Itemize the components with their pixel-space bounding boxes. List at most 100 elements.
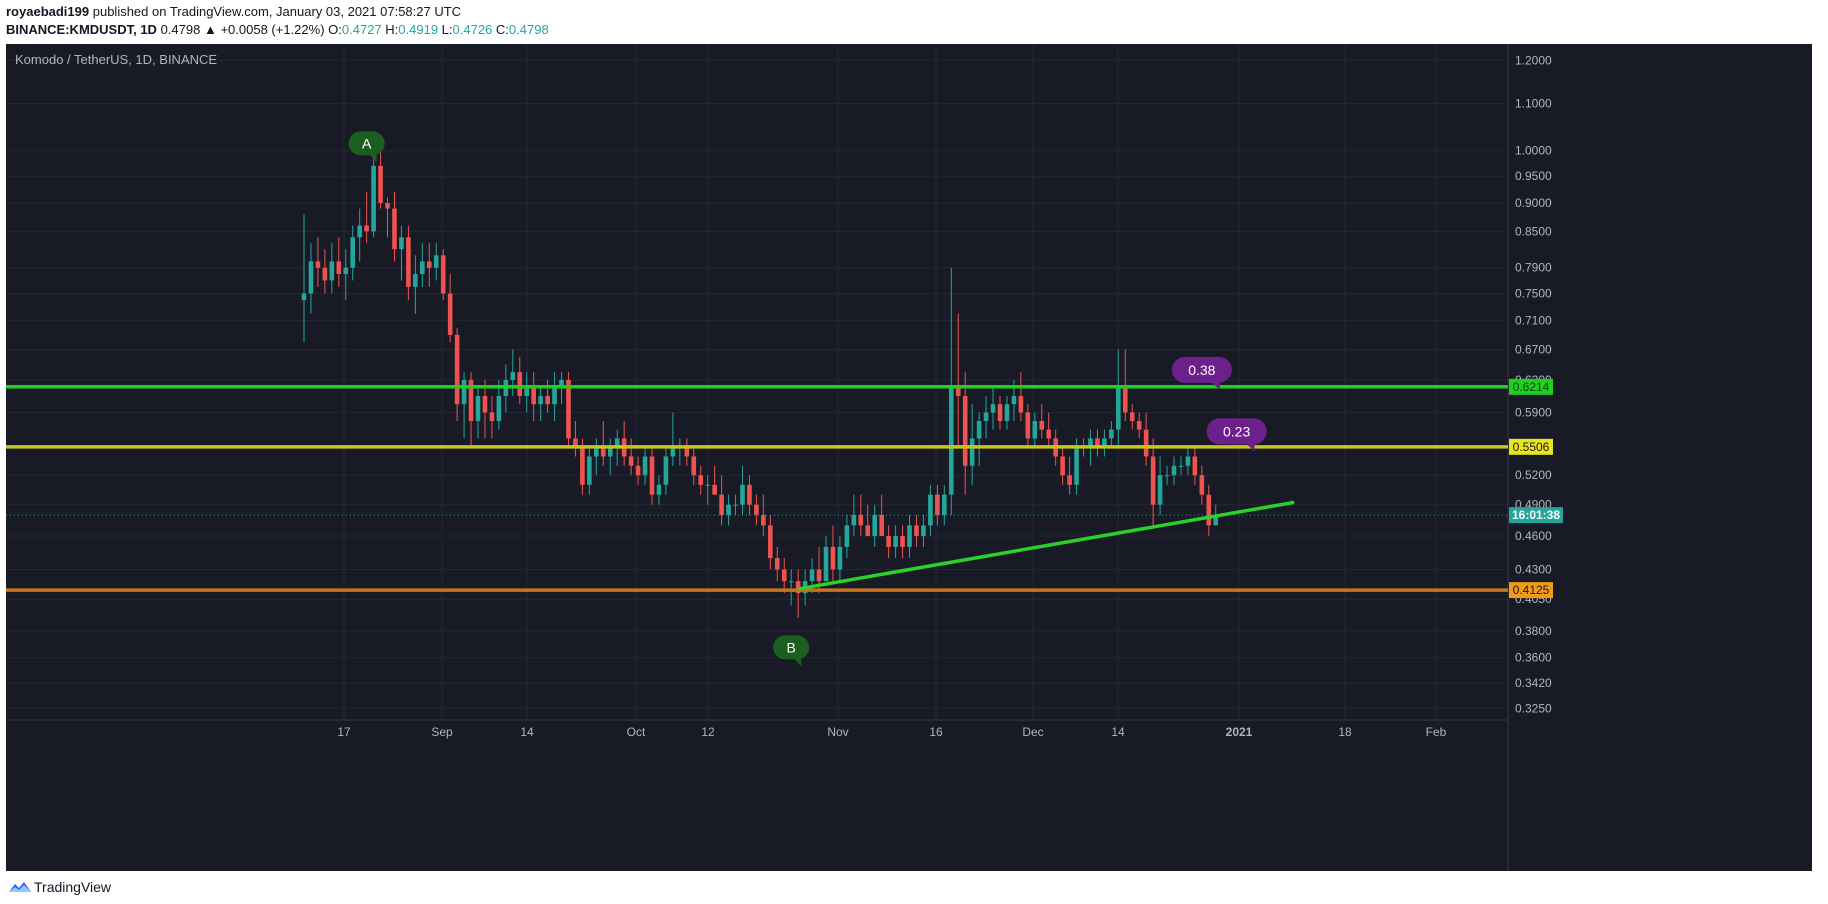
candle-body — [440, 255, 446, 294]
candle — [754, 494, 759, 526]
candle-body — [914, 525, 919, 537]
candle — [538, 387, 543, 422]
callout-pointer — [1244, 440, 1255, 452]
candle-body — [942, 494, 947, 515]
candle — [649, 447, 655, 505]
tradingview-logo-icon[interactable] — [8, 879, 32, 895]
candle-body — [997, 404, 1003, 422]
candle — [921, 514, 926, 547]
last-price: 0.4798 — [160, 22, 201, 37]
candle — [935, 484, 940, 526]
open-value: 0.4727 — [341, 22, 382, 37]
price-label-text: 0.5506 — [1513, 440, 1550, 454]
callout-label: 0.23 — [1223, 423, 1250, 439]
price-tick-label: 0.7900 — [1515, 261, 1552, 275]
candle-body — [447, 293, 453, 335]
candle-body — [420, 261, 425, 275]
candle — [726, 494, 731, 526]
candle-body — [1109, 429, 1114, 439]
candle-body — [955, 387, 961, 396]
candle — [1136, 412, 1142, 439]
marker-label: A — [362, 135, 372, 151]
candle-body — [921, 525, 926, 537]
candle — [670, 412, 676, 466]
price-label-box — [1509, 378, 1553, 395]
candle — [1185, 447, 1191, 476]
time-tick-label: Dec — [1022, 725, 1043, 739]
symbol-name: BINANCE:KMDUSDT, 1D — [6, 22, 157, 37]
price-tick-label: 0.5900 — [1515, 406, 1552, 420]
marker-label: B — [787, 639, 796, 655]
candle-body — [837, 546, 843, 570]
chart-svg[interactable]: 1.2000 1.1000 1.0000 0.9500 0.9000 0.8500 0.79… — [6, 44, 1812, 871]
candle — [983, 395, 989, 439]
candle — [928, 484, 933, 537]
candle-body — [712, 484, 717, 495]
candle-body — [433, 255, 439, 268]
candle-body — [566, 379, 571, 439]
candle-body — [350, 237, 356, 268]
countdown-text: 16:01:38 — [1512, 508, 1560, 522]
symbol-line: BINANCE:KMDUSDT, 1D 0.4798 ▲ +0.0058 (+1… — [6, 22, 549, 37]
candle — [482, 379, 488, 439]
candle-body — [788, 581, 794, 583]
chart-background — [6, 44, 1812, 871]
time-tick-label: Nov — [827, 725, 848, 739]
candle-body — [1102, 438, 1107, 448]
candle — [308, 243, 314, 314]
footer: TradingView — [0, 871, 1828, 904]
candle — [719, 475, 724, 526]
candle-body — [489, 412, 495, 422]
ascending-trendline — [797, 500, 1293, 591]
candle-body — [301, 293, 307, 301]
candle — [747, 475, 752, 515]
candle-body — [1171, 465, 1177, 476]
author-name[interactable]: royaebadi199 — [6, 4, 90, 19]
candle — [468, 372, 474, 448]
candle-body — [865, 525, 871, 537]
candle-body — [461, 379, 467, 405]
candle — [886, 525, 891, 559]
candle — [1157, 456, 1163, 515]
candle-body — [747, 484, 752, 505]
candle — [1095, 429, 1100, 457]
candle-body — [1074, 447, 1079, 485]
candle-body — [1206, 494, 1212, 526]
candle-body — [872, 514, 878, 537]
candle-body — [705, 484, 710, 486]
candle-body — [475, 395, 481, 422]
candle-body — [308, 261, 314, 294]
candle-body — [1157, 475, 1163, 505]
tradingview-brand[interactable]: TradingView — [34, 879, 112, 895]
chart-legend: Komodo / TetherUS, 1D, BINANCE — [15, 52, 218, 67]
candle — [343, 249, 349, 301]
candle — [1206, 484, 1212, 537]
candle-body — [1067, 475, 1072, 485]
candle — [914, 514, 919, 547]
candle — [517, 356, 523, 405]
low-label: L: — [441, 22, 453, 37]
candle-body — [1143, 429, 1149, 457]
candle-body — [1032, 421, 1038, 439]
candle-body — [426, 261, 432, 268]
chart-area[interactable]: 1.2000 1.1000 1.0000 0.9500 0.9000 0.8500 0.79… — [6, 44, 1812, 871]
candle — [851, 494, 857, 537]
candle — [976, 412, 982, 466]
time-tick-label: Oct — [627, 725, 646, 739]
candle — [893, 525, 898, 559]
author-line: royaebadi199 published on TradingView.co… — [6, 4, 461, 19]
price-tick-label: 1.1000 — [1515, 96, 1552, 110]
candle-body — [580, 447, 585, 485]
candle — [761, 494, 766, 537]
price-tick-label: 0.3420 — [1515, 676, 1552, 690]
candle — [315, 237, 321, 287]
candle — [781, 558, 787, 594]
price-tick-label: 0.8500 — [1515, 224, 1552, 238]
publish-header: royaebadi199 published on TradingView.co… — [0, 0, 1828, 44]
candle — [684, 438, 690, 466]
time-tick-label: Sep — [431, 725, 453, 739]
candle-body — [969, 438, 975, 466]
open-label: O: — [328, 22, 342, 37]
candle-body — [315, 261, 321, 268]
candle — [475, 387, 481, 439]
